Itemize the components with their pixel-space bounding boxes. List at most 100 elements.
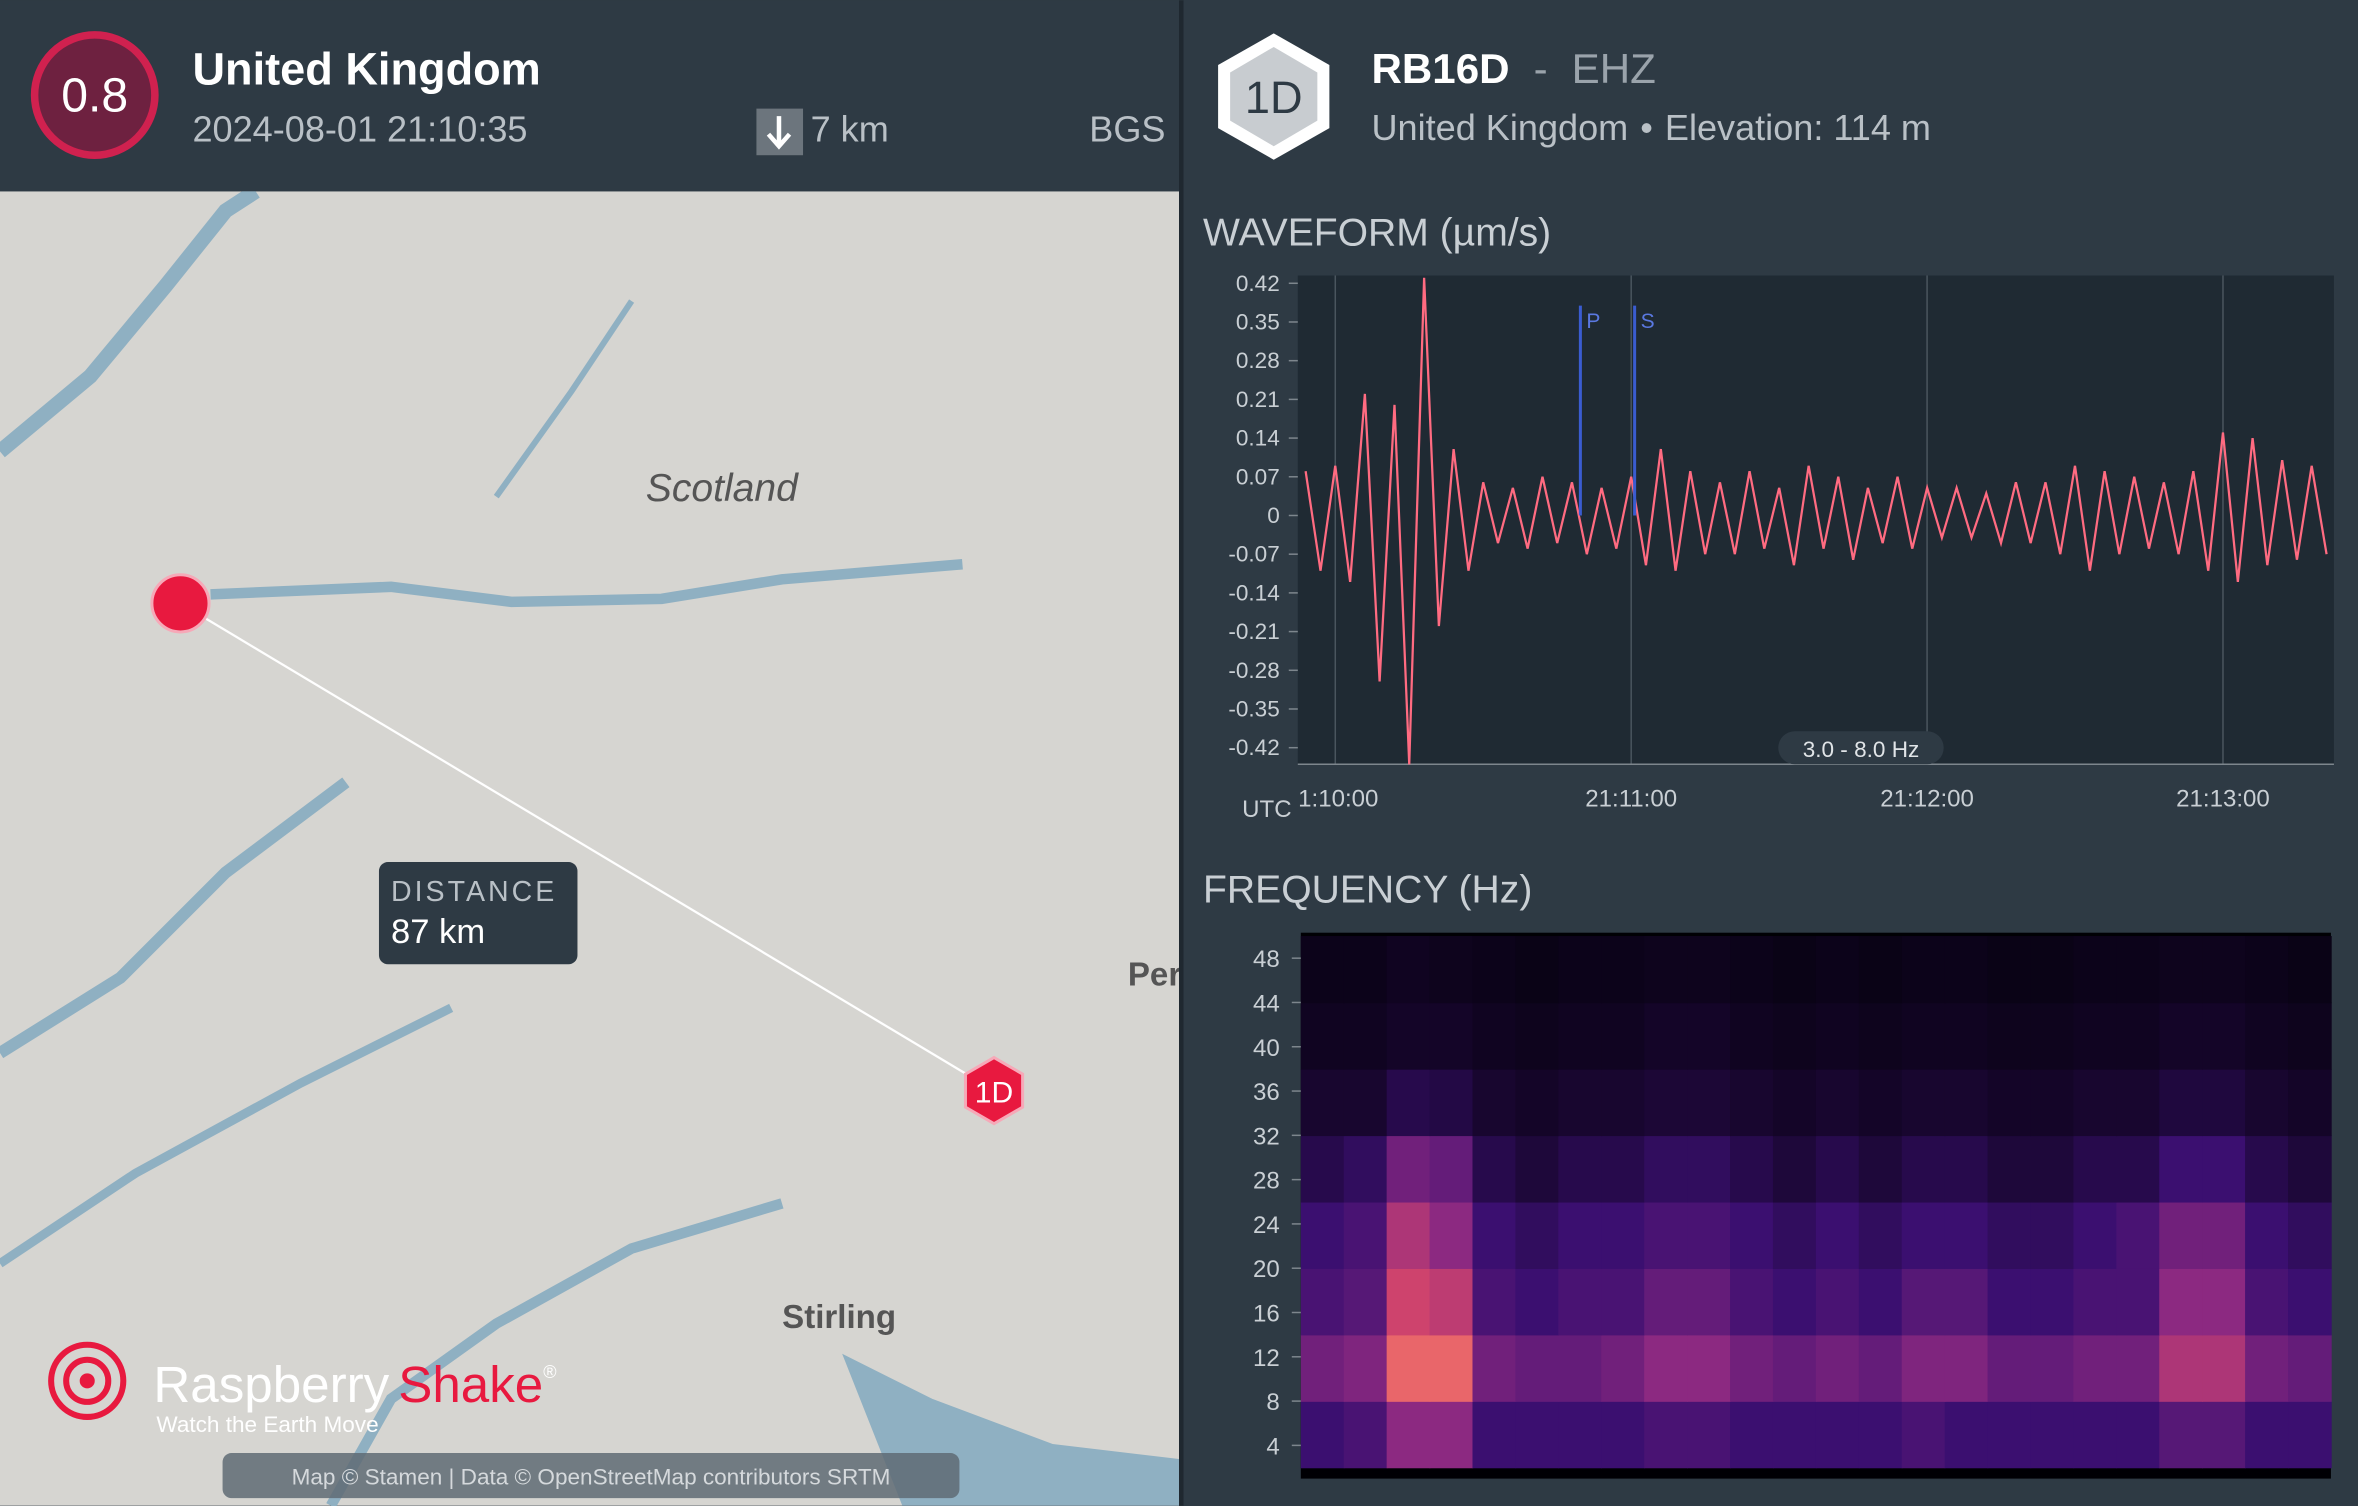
- spectrogram-cell: [1601, 1268, 1645, 1336]
- y-tick-label: 0.21: [1236, 387, 1280, 412]
- spectrogram-cell: [2073, 1268, 2118, 1336]
- station-marker[interactable]: [963, 1055, 1025, 1126]
- spectrogram-cell: [1687, 1201, 1731, 1269]
- spectrogram-cell: [1987, 1401, 2032, 1469]
- spectrogram-cell: [2288, 1401, 2332, 1469]
- spectrogram-cell: [1515, 1135, 1560, 1203]
- spectrogram-cell: [2159, 1002, 2203, 1070]
- spectrogram-cell: [1772, 1334, 1817, 1402]
- spectrogram-cell: [2245, 1201, 2289, 1269]
- spectrogram-cell: [2202, 1135, 2246, 1203]
- spectrogram-cell: [1515, 1201, 1560, 1269]
- spectrogram-cell: [1429, 1334, 1474, 1402]
- spectrogram-cell: [2202, 1002, 2246, 1070]
- station-elevation: Elevation: 114 m: [1665, 107, 1931, 148]
- spectrogram-cell: [1429, 1401, 1474, 1469]
- y-tick-label: -0.14: [1228, 580, 1279, 605]
- x-axis-label: UTC: [1242, 796, 1291, 823]
- spectrogram-cell: [2288, 1002, 2332, 1070]
- spectrogram-cell: [1386, 1201, 1431, 1269]
- spectrogram-cell: [1429, 1135, 1474, 1203]
- spectrogram-cell: [1815, 1201, 1860, 1269]
- logo-text: Raspberry Shake®: [153, 1356, 556, 1413]
- spectrogram-cell: [1901, 1068, 1946, 1137]
- x-tick-label: 21:11:00: [1585, 785, 1677, 812]
- x-tick-label: 1:10:00: [1298, 785, 1378, 812]
- spectrogram-cell: [1687, 1268, 1731, 1336]
- spectrogram-cell: [1300, 1068, 1345, 1137]
- spectrogram-cell: [1601, 1201, 1645, 1269]
- y-tick-label: -0.28: [1228, 658, 1279, 683]
- loch: [0, 1003, 454, 1268]
- spectrogram-cell: [1644, 1135, 1688, 1203]
- trademark: ®: [543, 1362, 556, 1382]
- logo-tagline: Watch the Earth Move: [156, 1412, 378, 1437]
- filter-badge: [1778, 731, 1944, 765]
- separator: -: [1534, 45, 1548, 92]
- map-label: Scotland: [646, 467, 799, 510]
- spectrogram-cell: [2202, 1268, 2246, 1336]
- map[interactable]: Scotland Stirling Per 1D DISTANCE 87 km …: [0, 185, 1181, 1506]
- event-agency: BGS: [1089, 109, 1165, 150]
- spectrogram-cell: [1730, 1334, 1774, 1402]
- spectrogram-cell: [2116, 1002, 2160, 1070]
- spectrogram-cell: [1429, 1201, 1474, 1269]
- spectrogram-cell: [1858, 1401, 1903, 1469]
- spectrogram-cell: [2073, 1135, 2118, 1203]
- spectrogram-cell: [1429, 1068, 1474, 1137]
- y-tick-label: 20: [1253, 1256, 1280, 1283]
- spectrogram-cell: [1644, 1401, 1688, 1469]
- attribution-box: [222, 1453, 960, 1499]
- spectrogram-cell: [1644, 1201, 1688, 1269]
- spectrogram-cell: [1772, 1068, 1817, 1137]
- spectrogram-cell: [2030, 1002, 2075, 1070]
- spectrogram-cell: [1300, 1135, 1345, 1203]
- spectrogram-cell: [1300, 1334, 1345, 1402]
- spectrogram-cell: [2073, 1201, 2118, 1269]
- spectrogram-cell: [1558, 1334, 1603, 1402]
- spectrogram-cell: [1472, 936, 1517, 1004]
- y-tick-label: 36: [1253, 1079, 1280, 1106]
- spectrogram-cell: [2245, 936, 2289, 1004]
- spectrogram-cell: [2288, 1334, 2332, 1402]
- y-tick-label: 0.42: [1236, 271, 1280, 296]
- spectrogram-cell: [1901, 1135, 1946, 1203]
- spectrogram-cell: [1944, 1135, 1989, 1203]
- spectrogram-cell: [1300, 1401, 1345, 1469]
- spectrogram-cell: [2288, 1068, 2332, 1137]
- spectrogram-cell: [1901, 936, 1946, 1004]
- loch: [493, 299, 635, 499]
- spectrogram-cell: [1644, 1002, 1688, 1070]
- spectrogram-cell: [1858, 1002, 1903, 1070]
- spectrogram-cell: [1558, 1201, 1603, 1269]
- spectrogram-cell: [1343, 1201, 1388, 1269]
- spectrogram-cell: [1558, 1068, 1603, 1137]
- distance-line: [179, 602, 995, 1092]
- station-region: United Kingdom: [1371, 107, 1628, 148]
- spectrogram-cell: [2288, 936, 2332, 1004]
- phase-label: S: [1641, 310, 1655, 333]
- depth-arrow: [766, 116, 792, 150]
- epicenter-marker[interactable]: [150, 573, 211, 634]
- y-tick-label: -0.42: [1228, 735, 1279, 760]
- spectrogram-cell: [1644, 1268, 1688, 1336]
- bullet: •: [1640, 107, 1653, 148]
- map-label: Stirling: [782, 1299, 896, 1336]
- spectrogram-cell: [2030, 1201, 2075, 1269]
- spectrogram-cell: [1515, 1068, 1560, 1137]
- spectrogram-cell: [1987, 936, 2032, 1004]
- loch: [210, 559, 963, 608]
- spectrogram-cell: [1901, 1002, 1946, 1070]
- spectrogram-cell: [1987, 1135, 2032, 1203]
- spectrogram-cell: [1515, 1002, 1560, 1070]
- spectrogram-cell: [2159, 1268, 2203, 1336]
- spectrogram-cell: [2202, 1068, 2246, 1137]
- attribution[interactable]: Map © Stamen | Data © OpenStreetMap cont…: [292, 1465, 891, 1490]
- spectrogram-cell: [2202, 936, 2246, 1004]
- spectrogram-cell: [1386, 1002, 1431, 1070]
- spectrogram-cell: [1300, 1002, 1345, 1070]
- waveform-trace: [1304, 277, 2328, 765]
- spectrogram-cell: [2159, 1201, 2203, 1269]
- station-details: United Kingdom • Elevation: 114 m: [1371, 107, 1930, 148]
- magnitude-badge: [30, 31, 159, 159]
